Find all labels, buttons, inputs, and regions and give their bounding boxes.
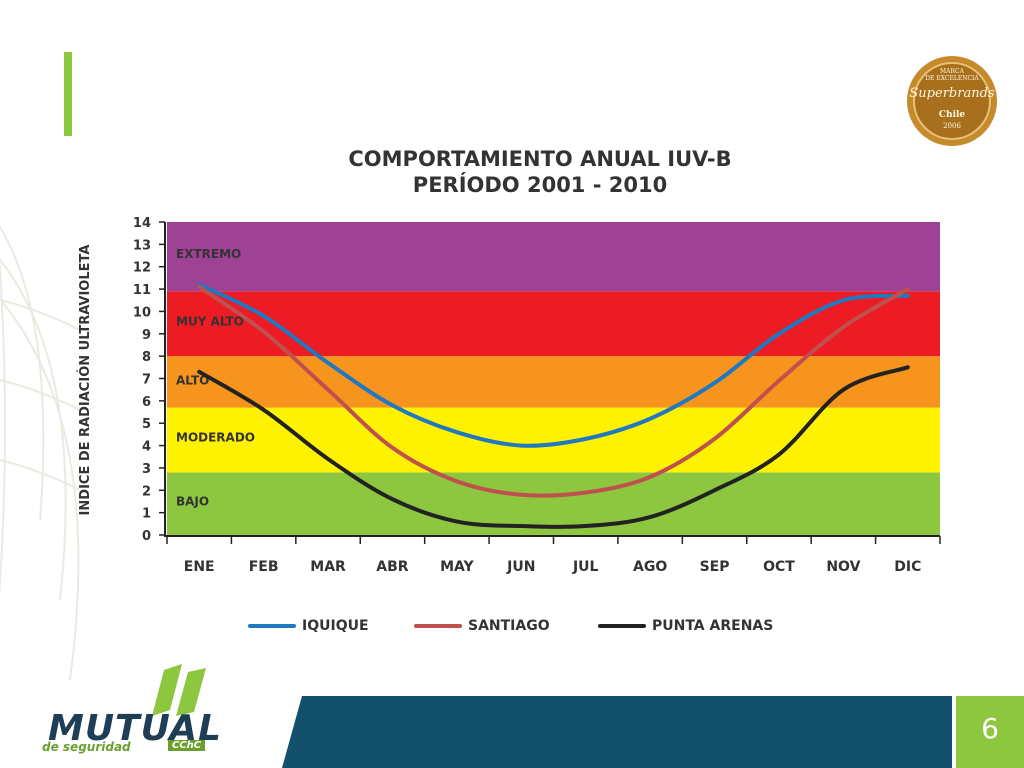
seal-line-2: DE EXCELENCIA [925, 75, 979, 82]
band-label-extremo: EXTREMO [176, 247, 241, 261]
band-label-bajo: BAJO [176, 495, 209, 509]
seal-brand: Superbrands [909, 86, 995, 101]
uv-bands [167, 222, 940, 535]
uv-band-labels: BAJO MODERADO ALTO MUY ALTO EXTREMO [176, 247, 255, 508]
series-line-santiago [197, 284, 910, 498]
seal-badge-icon [907, 56, 997, 146]
y-tick-label: 8 [142, 350, 151, 365]
seal-line-1: MARCA [940, 68, 964, 75]
y-tick-label: 12 [133, 261, 151, 276]
legend-label: PUNTA ARENAS [652, 618, 774, 634]
legend-item-santiago: SANTIAGO [414, 616, 550, 636]
y-tick-label: 2 [142, 484, 151, 499]
legend-swatch [598, 624, 646, 628]
seal-country: Chile [938, 110, 966, 120]
y-tick-label: 7 [142, 373, 151, 388]
band-label-muy-alto: MUY ALTO [176, 314, 244, 328]
band-muy-alto [167, 291, 940, 357]
legend-item-iquique: IQUIQUE [248, 616, 369, 636]
band-label-alto: ALTO [176, 373, 209, 387]
chart-title-line-2: PERÍODO 2001 - 2010 [412, 173, 668, 197]
band-label-moderado: MODERADO [176, 431, 255, 445]
logo-subtitle: de seguridad [42, 740, 131, 754]
x-tick-label: NOV [826, 559, 860, 575]
page-number: 6 [981, 712, 999, 745]
page-number-box [956, 696, 1024, 768]
series-line-iquique [197, 282, 910, 448]
legend-item-punta-arenas: PUNTA ARENAS [598, 616, 773, 636]
y-tick-label: 9 [142, 328, 151, 343]
x-tick-label: MAY [440, 559, 474, 575]
x-tick-label: ABR [376, 559, 409, 575]
y-tick-label: 13 [133, 238, 151, 253]
x-tick-label: JUN [506, 559, 535, 575]
y-tick-label: 10 [133, 305, 151, 320]
legend-swatch [414, 624, 462, 628]
x-tick-label: DIC [894, 559, 921, 575]
y-tick-label: 4 [142, 440, 151, 455]
y-tick-label: 14 [133, 216, 151, 231]
seal-year: 2006 [943, 122, 961, 130]
y-tick-label: 3 [142, 462, 151, 477]
y-tick-label: 5 [142, 417, 151, 432]
x-axis-ticks: ENE FEB MAR ABR MAY JUN JUL AGO SEP OCT NOV DIC [166, 536, 941, 575]
band-moderado [167, 407, 940, 473]
series-line-punta-arenas [197, 365, 910, 529]
x-tick-label: ENE [184, 559, 215, 575]
band-extremo [167, 222, 940, 292]
mutual-logo: MUTUAL de seguridad CChC [40, 660, 260, 760]
x-tick-label: MAR [310, 559, 346, 575]
decorative-globe-lines [0, 225, 81, 681]
mutual-logo-mark-icon [152, 664, 206, 716]
chart-title-line-1: COMPORTAMIENTO ANUAL IUV-B [348, 147, 732, 171]
y-tick-label: 11 [133, 283, 151, 298]
band-bajo [167, 472, 940, 535]
y-tick-label: 1 [142, 507, 151, 522]
chart-title: COMPORTAMIENTO ANUAL IUV-B PERÍODO 2001 … [250, 146, 830, 198]
x-tick-label: SEP [700, 559, 730, 575]
y-tick-label: 0 [142, 529, 151, 544]
legend-label: IQUIQUE [302, 618, 369, 634]
accent-bar [64, 52, 72, 136]
legend-label: SANTIAGO [468, 618, 550, 634]
x-tick-label: OCT [763, 559, 795, 575]
superbrands-seal: MARCA DE EXCELENCIA Superbrands Chile 20… [905, 54, 999, 148]
logo-tag: CChC [168, 740, 206, 751]
x-tick-label: JUL [572, 559, 599, 575]
series-lines [197, 282, 910, 529]
y-tick-label: 6 [142, 395, 151, 410]
x-tick-label: FEB [249, 559, 279, 575]
footer-band [282, 696, 952, 768]
legend-swatch [248, 624, 296, 628]
band-alto [167, 356, 940, 408]
x-tick-label: AGO [633, 559, 667, 575]
